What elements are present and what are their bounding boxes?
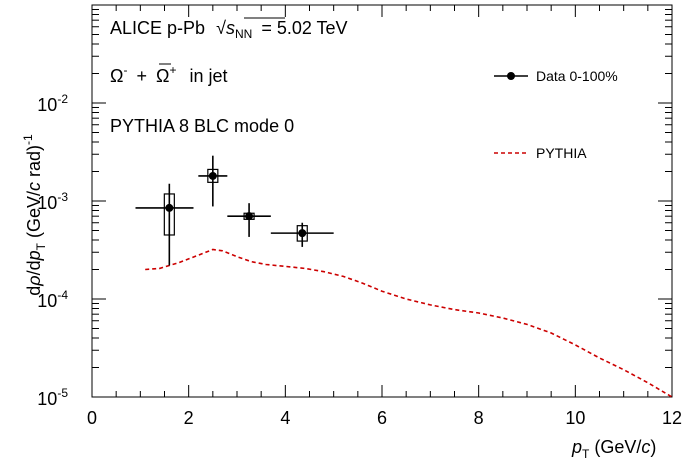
x-tick-label: 8 <box>474 408 484 428</box>
data-point <box>165 203 174 212</box>
y-tick-base: 10 <box>37 291 57 311</box>
y-tick-label: 10-4 <box>37 288 68 311</box>
pythia-series <box>145 248 673 398</box>
y-tick-labels: 10-510-410-310-2 <box>37 92 68 409</box>
omega-sup: - <box>123 63 127 77</box>
axis-ticks <box>91 5 673 398</box>
legend: Data 0-100% PYTHIA <box>494 68 618 161</box>
omegabar-symbol: Ω <box>156 66 169 86</box>
x-tick-label: 0 <box>87 408 97 428</box>
omegabar-sup: + <box>169 63 176 77</box>
in-jet-label: in jet <box>190 66 228 86</box>
data-series <box>135 155 334 266</box>
legend-data-label: Data 0-100% <box>536 68 618 84</box>
y-tick-exp: -4 <box>57 288 68 302</box>
header-line3: PYTHIA 8 BLC mode 0 <box>110 116 294 136</box>
y-tick-base: 10 <box>37 389 57 409</box>
header-collision: ALICE p-Pb <box>110 18 205 38</box>
y-tick-exp: -2 <box>57 92 68 106</box>
data-point <box>208 171 217 180</box>
header-snn: s <box>226 18 235 38</box>
y-tick-base: 10 <box>37 95 57 115</box>
header-energy: = 5.02 TeV <box>261 18 347 38</box>
x-tick-label: 6 <box>377 408 387 428</box>
y-tick-exp: -3 <box>57 190 68 204</box>
y-tick-label: 10-5 <box>37 386 68 409</box>
x-tick-label: 2 <box>184 408 194 428</box>
header-snn-sub: NN <box>235 27 252 41</box>
x-tick-labels: 0 2 4 6 8 10 12 <box>87 408 682 428</box>
legend-pythia-label: PYTHIA <box>536 145 587 161</box>
plus-sign: + <box>136 66 147 86</box>
header-sqrt-symbol: √ <box>216 18 226 38</box>
data-point <box>245 212 254 221</box>
header-line2: Ω- + Ω+ in jet <box>110 58 228 86</box>
legend-data-marker <box>507 72 515 80</box>
header-line1: ALICE p-Pb √sNN = 5.02 TeV <box>110 18 348 42</box>
pythia-curve <box>145 248 673 398</box>
x-tick-label: 10 <box>565 408 585 428</box>
y-tick-label: 10-3 <box>37 190 68 213</box>
y-tick-exp: -5 <box>57 386 68 400</box>
y-tick-label: 10-2 <box>37 92 68 115</box>
x-axis-title: pT (GeV/c) <box>571 437 656 461</box>
y-axis-title: dρ/dpT (GeV/c rad)-1 <box>21 134 48 296</box>
x-tick-label: 12 <box>662 408 682 428</box>
omega-symbol: Ω <box>110 66 123 86</box>
x-tick-label: 4 <box>280 408 290 428</box>
y-tick-base: 10 <box>37 193 57 213</box>
data-point <box>298 229 307 238</box>
